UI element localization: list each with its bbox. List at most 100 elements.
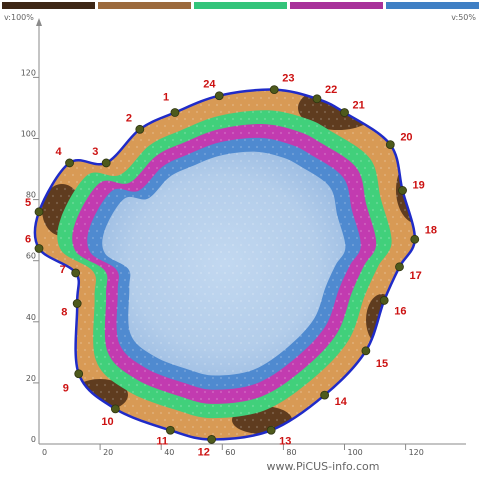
- texture-dot: [175, 369, 179, 373]
- sensor-point-20[interactable]: [385, 140, 395, 150]
- texture-dot: [219, 222, 223, 226]
- texture-dot: [91, 432, 95, 436]
- texture-dot: [267, 250, 271, 254]
- sensor-point-12[interactable]: [207, 435, 217, 444]
- texture-dot: [379, 404, 383, 408]
- sensor-point-11[interactable]: [165, 425, 175, 435]
- footer-website[interactable]: www.PiCUS-info.com: [266, 460, 379, 473]
- sensor-point-21[interactable]: [340, 108, 349, 117]
- texture-dot: [300, 69, 302, 71]
- texture-dot: [195, 362, 199, 366]
- sensor-point-3[interactable]: [101, 158, 111, 168]
- texture-dot: [63, 243, 67, 247]
- texture-dot: [147, 124, 151, 128]
- texture-dot: [403, 264, 407, 268]
- texture-dot: [67, 320, 71, 324]
- texture-dot: [227, 208, 231, 212]
- texture-dot: [211, 320, 215, 324]
- texture-dot: [299, 236, 303, 240]
- texture-dot: [248, 440, 250, 442]
- texture-dot: [399, 299, 403, 303]
- sensor-point-1[interactable]: [170, 108, 180, 117]
- texture-dot: [55, 355, 59, 359]
- texture-dot: [375, 117, 379, 121]
- sensor-point-24[interactable]: [214, 91, 224, 101]
- texture-dot: [95, 215, 99, 219]
- sensor-point-4[interactable]: [65, 158, 74, 168]
- sensor-point-18[interactable]: [410, 234, 420, 244]
- sensor-point-9[interactable]: [74, 369, 84, 379]
- texture-dot: [347, 194, 351, 198]
- texture-dot: [432, 104, 434, 106]
- texture-dot: [335, 355, 339, 359]
- texture-dot: [235, 96, 239, 100]
- texture-dot: [123, 320, 127, 324]
- texture-dot: [115, 418, 119, 422]
- texture-dot: [219, 292, 223, 296]
- texture-dot: [227, 250, 231, 254]
- texture-dot: [432, 328, 434, 330]
- texture-dot: [279, 243, 283, 247]
- sensor-point-15[interactable]: [361, 346, 371, 356]
- texture-dot: [203, 320, 207, 324]
- texture-dot: [383, 131, 387, 135]
- texture-dot: [219, 306, 223, 310]
- sensor-point-8[interactable]: [72, 299, 82, 308]
- texture-dot: [279, 271, 283, 275]
- texture-dot: [408, 440, 410, 442]
- texture-dot: [184, 76, 186, 78]
- texture-dot: [359, 285, 363, 289]
- texture-dot: [319, 355, 323, 359]
- texture-dot: [167, 383, 171, 387]
- texture-dot: [139, 264, 143, 268]
- texture-dot: [51, 138, 55, 142]
- texture-dot: [139, 222, 143, 226]
- texture-dot: [87, 215, 91, 219]
- sensor-point-10[interactable]: [110, 404, 120, 414]
- sensor-point-23[interactable]: [269, 85, 279, 95]
- sensor-point-17[interactable]: [395, 262, 404, 272]
- texture-dot: [259, 152, 263, 156]
- texture-dot: [379, 208, 383, 212]
- sensor-point-13[interactable]: [266, 425, 276, 435]
- texture-dot: [251, 278, 255, 282]
- texture-dot: [139, 194, 143, 198]
- texture-dot: [436, 391, 438, 393]
- texture-dot: [283, 320, 287, 324]
- sensor-point-2[interactable]: [135, 124, 145, 134]
- texture-dot: [339, 180, 343, 184]
- texture-dot: [115, 320, 119, 324]
- texture-dot: [259, 278, 263, 282]
- sensor-point-7[interactable]: [71, 268, 81, 278]
- texture-dot: [387, 208, 391, 212]
- texture-dot: [440, 146, 442, 148]
- texture-dot: [379, 432, 383, 436]
- texture-dot: [147, 376, 151, 380]
- sensor-point-22[interactable]: [312, 94, 322, 104]
- texture-dot: [171, 404, 175, 408]
- texture-dot: [344, 440, 346, 442]
- texture-dot: [387, 390, 391, 394]
- sensor-point-16[interactable]: [379, 296, 389, 305]
- sensor-point-14[interactable]: [320, 390, 330, 400]
- texture-dot: [203, 362, 207, 366]
- sensor-point-19[interactable]: [398, 186, 407, 195]
- texture-dot: [295, 341, 299, 345]
- texture-dot: [167, 201, 171, 205]
- texture-dot: [60, 83, 62, 85]
- sensor-point-6[interactable]: [34, 244, 44, 253]
- texture-dot: [107, 432, 111, 436]
- texture-dot: [371, 194, 375, 198]
- texture-dot: [135, 243, 139, 247]
- texture-dot: [319, 145, 323, 149]
- texture-dot: [159, 313, 163, 317]
- texture-dot: [283, 278, 287, 282]
- texture-dot: [343, 173, 347, 177]
- sensor-point-5[interactable]: [34, 207, 44, 217]
- texture-dot: [236, 83, 238, 85]
- texture-dot: [416, 230, 418, 232]
- texture-dot: [420, 349, 422, 351]
- texture-dot: [83, 404, 87, 408]
